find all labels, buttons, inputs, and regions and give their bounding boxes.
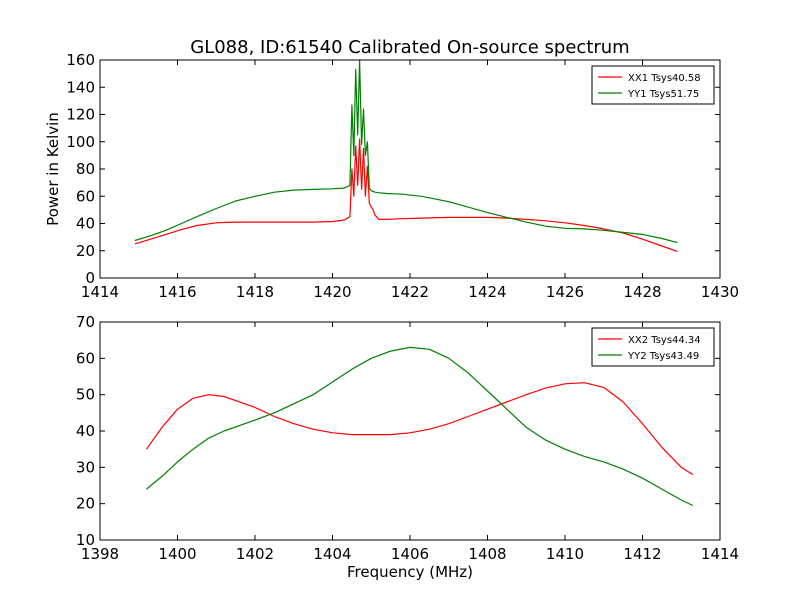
y-tick-label: 60 xyxy=(76,187,95,205)
series-line-2 xyxy=(146,346,694,507)
y-axis-label: Power in Kelvin xyxy=(44,112,62,226)
y-tick-label: 30 xyxy=(76,458,95,476)
x-tick-label: 1410 xyxy=(546,545,584,563)
y-tick-label: 10 xyxy=(76,531,95,549)
x-tick-label: 1402 xyxy=(236,545,274,563)
x-tick-label: 1414 xyxy=(701,545,739,563)
x-tick-label: 1400 xyxy=(158,545,196,563)
legend-box xyxy=(591,327,715,367)
y-tick-label: 40 xyxy=(76,422,95,440)
y-tick-label: 20 xyxy=(76,495,95,513)
y-tick-label: 40 xyxy=(76,215,95,233)
y-tick-label: 70 xyxy=(76,313,95,331)
x-tick-label: 1408 xyxy=(468,545,506,563)
x-tick-label: 1428 xyxy=(623,283,661,301)
panel-1: 1414 1416 1418 1420 1422 1424 1426 1428 1430 0 20 4… xyxy=(44,51,739,301)
x-tick-label: 1414 xyxy=(81,283,119,301)
y-tick-label: 60 xyxy=(76,349,95,367)
y-tick-label: 20 xyxy=(76,242,95,260)
y-tick-label: 50 xyxy=(76,386,95,404)
panel-2: 1398 1400 1402 1404 1406 1408 1410 1412 1414 10 20… xyxy=(76,313,739,581)
x-tick-label: 1416 xyxy=(158,283,196,301)
legend-entry-2: YY1 Tsys51.75 xyxy=(627,89,699,100)
y-tick-label: 100 xyxy=(66,133,95,151)
legend: XX1 Tsys40.58 YY1 Tsys51.75 xyxy=(591,65,715,105)
x-axis-label: Frequency (MHz) xyxy=(347,563,473,581)
legend-entry-2: YY2 Tsys43.49 xyxy=(627,351,699,362)
series-line-1 xyxy=(146,382,694,476)
series-line-1 xyxy=(134,138,678,252)
x-tick-label: 1418 xyxy=(236,283,274,301)
y-tick-label: 80 xyxy=(76,160,95,178)
x-tick-label: 1398 xyxy=(81,545,119,563)
x-tick-label: 1420 xyxy=(313,283,351,301)
series-line-2 xyxy=(134,59,678,244)
x-tick-label: 1424 xyxy=(468,283,506,301)
y-tick-label: 120 xyxy=(66,106,95,124)
x-tick-label: 1406 xyxy=(391,545,429,563)
legend: XX2 Tsys44.34 YY2 Tsys43.49 xyxy=(591,327,715,367)
panels: 1414 1416 1418 1420 1422 1424 1426 1428 1430 0 20 4… xyxy=(44,51,739,581)
x-tick-label: 1422 xyxy=(391,283,429,301)
x-tick-label: 1412 xyxy=(623,545,661,563)
y-tick-label: 140 xyxy=(66,78,95,96)
x-tick-label: 1404 xyxy=(313,545,351,563)
legend-box xyxy=(591,65,715,105)
x-tick-label: 1430 xyxy=(701,283,739,301)
chart-title: GL088, ID:61540 Calibrated On-source spe… xyxy=(190,37,629,58)
y-tick-label: 0 xyxy=(85,269,95,287)
legend-entry-1: XX2 Tsys44.34 xyxy=(628,335,701,346)
legend-entry-1: XX1 Tsys40.58 xyxy=(628,73,701,84)
y-tick-label: 160 xyxy=(66,51,95,69)
x-tick-label: 1426 xyxy=(546,283,584,301)
